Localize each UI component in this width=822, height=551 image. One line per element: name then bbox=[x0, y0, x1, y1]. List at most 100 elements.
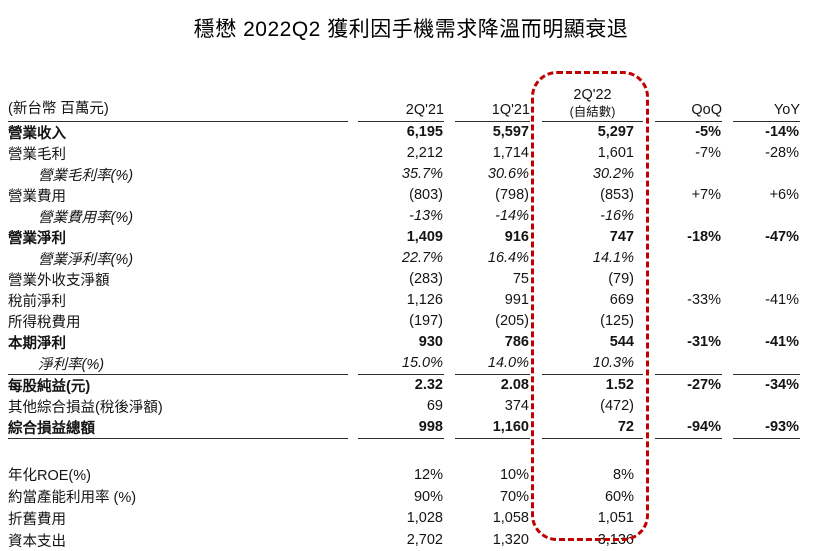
cell-yoy bbox=[733, 486, 800, 508]
cell-2q22: 1.52 bbox=[605, 377, 634, 393]
row-label: 所得稅費用 bbox=[8, 314, 81, 331]
row-label: 約當產能利用率 (%) bbox=[8, 490, 137, 507]
column-gap bbox=[444, 143, 455, 164]
column-gap bbox=[444, 164, 455, 185]
column-gap bbox=[348, 332, 358, 353]
cell-1q21: 5,597 bbox=[492, 124, 529, 140]
column-gap bbox=[444, 311, 455, 332]
column-gap bbox=[722, 75, 733, 121]
cell-yoy: -41% bbox=[765, 292, 799, 308]
cell-2q22: 72 bbox=[542, 416, 643, 439]
column-gap bbox=[722, 290, 733, 311]
cell-1q21: 1,320 bbox=[492, 532, 529, 549]
cell-yoy: -28% bbox=[765, 145, 799, 161]
cell-1q21: 1,714 bbox=[492, 145, 529, 161]
row-label: 營業費用率(%) bbox=[38, 209, 134, 226]
column-gap bbox=[348, 374, 358, 396]
column-gap bbox=[722, 486, 733, 508]
cell-yoy bbox=[733, 311, 800, 332]
cell-yoy bbox=[733, 396, 800, 417]
table-row: 稅前淨利 1,126 991 669 -33% -41% bbox=[8, 290, 800, 311]
row-label: 營業淨利 bbox=[8, 230, 66, 247]
row-label: 資本支出 bbox=[8, 533, 66, 550]
column-header-qoq: QoQ bbox=[655, 75, 722, 122]
column-gap bbox=[643, 143, 655, 164]
cell-2q22: (125) bbox=[600, 313, 634, 329]
table-row: 本期淨利 930 786 544 -31% -41% bbox=[8, 332, 800, 353]
cell-yoy: -14% bbox=[765, 124, 799, 140]
cell-2q21: 2,702 bbox=[406, 532, 443, 549]
column-gap bbox=[444, 75, 455, 121]
column-gap bbox=[643, 486, 655, 508]
cell-qoq bbox=[655, 269, 722, 290]
cell-yoy bbox=[733, 164, 800, 185]
column-gap bbox=[530, 417, 542, 439]
column-gap bbox=[643, 332, 655, 353]
row-label: 稅前淨利 bbox=[8, 293, 66, 310]
cell-2q22: (853) bbox=[600, 187, 634, 203]
cell-qoq bbox=[655, 486, 722, 508]
row-label: 營業毛利 bbox=[8, 146, 66, 163]
column-gap bbox=[643, 464, 655, 486]
column-gap bbox=[643, 164, 655, 185]
column-gap bbox=[530, 508, 542, 530]
cell-qoq bbox=[655, 508, 722, 530]
table-body: 營業收入 6,195 5,597 5,297 -5% -14% 營業毛利 2,212 1,714… bbox=[8, 121, 800, 551]
header-row: (新台幣 百萬元) 2Q'21 1Q'21 2Q'22 (自結數) QoQ Yo… bbox=[8, 75, 800, 122]
column-gap bbox=[530, 311, 542, 332]
cell-yoy: -93% bbox=[733, 416, 800, 439]
row-label: 其他綜合損益(稅後淨額) bbox=[8, 399, 163, 416]
column-gap bbox=[530, 529, 542, 551]
column-header-1q21: 1Q'21 bbox=[455, 75, 530, 122]
column-gap bbox=[444, 464, 455, 486]
column-gap bbox=[643, 529, 655, 551]
cell-qoq bbox=[655, 396, 722, 417]
column-gap bbox=[444, 374, 455, 396]
cell-qoq bbox=[655, 206, 722, 227]
row-label: 營業淨利率(%) bbox=[38, 251, 134, 268]
row-label: 營業費用 bbox=[8, 188, 66, 205]
cell-2q22: 8% bbox=[613, 466, 634, 483]
cell-qoq: -94% bbox=[655, 416, 722, 439]
column-gap bbox=[444, 332, 455, 353]
row-label: 折舊費用 bbox=[8, 511, 66, 528]
column-gap bbox=[348, 206, 358, 227]
column-gap bbox=[530, 164, 542, 185]
table-row: 資本支出 2,702 1,320 3,136 bbox=[8, 529, 800, 551]
column-gap bbox=[643, 374, 655, 396]
row-label: 本期淨利 bbox=[8, 335, 66, 352]
table-row: 所得稅費用 (197) (205) (125) bbox=[8, 311, 800, 332]
column-gap bbox=[348, 508, 358, 530]
table-row: 營業淨利 1,409 916 747 -18% -47% bbox=[8, 227, 800, 248]
cell-qoq bbox=[655, 352, 722, 375]
cell-2q22: 1,601 bbox=[597, 145, 634, 161]
column-gap bbox=[444, 417, 455, 439]
cell-2q22: 3,136 bbox=[597, 532, 634, 549]
column-gap bbox=[530, 206, 542, 227]
column-gap bbox=[530, 374, 542, 396]
cell-qoq bbox=[655, 164, 722, 185]
table-row: 營業外收支淨額 (283) 75 (79) bbox=[8, 269, 800, 290]
column-gap bbox=[643, 396, 655, 417]
cell-2q22: (472) bbox=[600, 398, 634, 414]
column-gap bbox=[348, 396, 358, 417]
row-label: 淨利率(%) bbox=[8, 352, 348, 375]
cell-2q21: 69 bbox=[426, 398, 443, 414]
table-row: 營業毛利 2,212 1,714 1,601 -7% -28% bbox=[8, 143, 800, 164]
column-gap bbox=[444, 508, 455, 530]
column-gap bbox=[643, 121, 655, 143]
cell-1q21: 1,058 bbox=[492, 510, 529, 527]
column-gap bbox=[348, 227, 358, 248]
cell-1q21: 10% bbox=[499, 466, 529, 483]
cell-2q21: 15.0% bbox=[358, 352, 444, 375]
column-gap bbox=[722, 143, 733, 164]
cell-2q21: 930 bbox=[418, 334, 443, 350]
column-gap bbox=[722, 353, 733, 375]
column-header-yoy: YoY bbox=[733, 75, 800, 122]
column-gap bbox=[722, 269, 733, 290]
column-gap bbox=[643, 417, 655, 439]
column-gap bbox=[530, 290, 542, 311]
financial-table: (新台幣 百萬元) 2Q'21 1Q'21 2Q'22 (自結數) QoQ Yo… bbox=[8, 75, 800, 551]
column-gap bbox=[444, 353, 455, 375]
table-row: 營業毛利率(%) 35.7% 30.6% 30.2% bbox=[8, 164, 800, 185]
